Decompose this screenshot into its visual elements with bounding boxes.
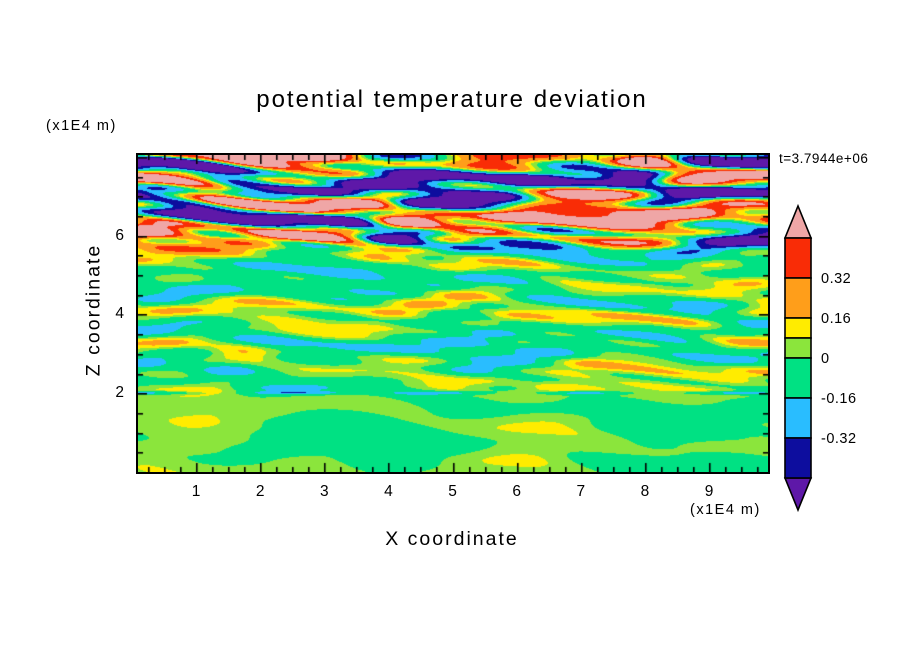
colorbar-label: -0.16 [821,391,857,407]
colorbar-band [784,337,812,359]
z-axis-units: (x1E4 m) [46,118,117,134]
colorbar-band [784,357,812,399]
plot-area [136,153,770,474]
colorbar-label: 0.32 [821,271,851,287]
x-tick-label: 3 [319,483,329,500]
time-annotation: t=3.7944e+06 [779,151,869,166]
colorbar-band [784,437,812,479]
colorbar-band [784,397,812,439]
colorbar-label: 0.16 [821,311,851,327]
z-tick-label: 2 [115,384,124,402]
x-axis-units: (x1E4 m) [690,502,761,518]
x-tick-label: 7 [576,483,586,500]
colorbar-label: 0 [821,351,830,367]
x-tick-label: 4 [384,483,393,500]
colorbar-band [784,277,812,319]
z-tick-label: 4 [115,305,124,323]
colorbar-arrow [783,203,813,239]
colorbar-arrow [783,477,813,513]
x-tick-label: 2 [255,483,265,500]
x-tick-label: 1 [191,483,201,500]
z-tick-label: 6 [115,226,124,244]
colorbar-band [784,237,812,279]
plot-title: potential temperature deviation [256,86,648,113]
contour-canvas [138,155,768,472]
colorbar-label: -0.32 [821,431,857,447]
x-tick-label: 6 [512,483,521,500]
x-tick-label: 8 [640,483,650,500]
z-axis-label: Z coordinate [82,243,105,377]
x-tick-label: 9 [704,483,714,500]
x-tick-label: 5 [448,483,457,500]
x-axis-label: X coordinate [385,528,519,550]
colorbar: 0.32 0.16 0 -0.16 -0.32 [783,203,857,513]
colorbar-band [784,317,812,339]
